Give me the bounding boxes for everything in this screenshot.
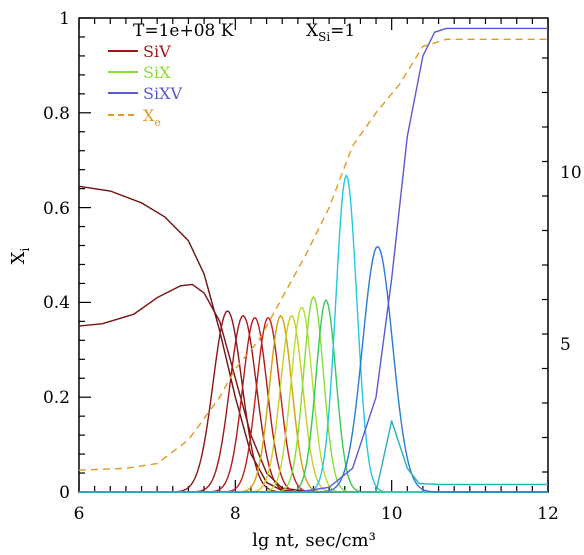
- abundance-value: =1: [330, 21, 355, 41]
- ticks-layer: [78, 17, 549, 493]
- x-tick-labels: 6 8 10 12: [74, 504, 559, 524]
- y-tick-label: 0.6: [43, 199, 70, 219]
- x-axis-label: lg nt, sec/cm³: [252, 530, 376, 551]
- svg-text:Xi: Xi: [8, 248, 32, 265]
- y-tick-label: 0.8: [43, 104, 70, 124]
- x-tick-label: 12: [537, 504, 559, 524]
- y-tick-label: 0: [59, 483, 70, 503]
- series-line-12: [79, 245, 548, 493]
- series-line-11: [79, 174, 548, 493]
- legend: SiV SiX SiXV Xe: [108, 42, 182, 129]
- series-line-14: [79, 420, 548, 493]
- abundance-annotation: XSi=1: [306, 21, 355, 44]
- temperature-annotation: T=1e+08 K: [133, 21, 234, 41]
- x-tick-label: 6: [74, 504, 85, 524]
- legend-label-3-main: X: [143, 106, 155, 125]
- right-axis-label-5: 5: [560, 335, 571, 355]
- right-axis-label-10: 10: [560, 163, 582, 183]
- y-axis-label-main: X: [8, 251, 29, 264]
- legend-label-3: Xe: [143, 106, 161, 129]
- y-axis-label-sub: i: [18, 248, 32, 252]
- abundance-main: X: [306, 21, 319, 41]
- y-tick-label: 0.2: [43, 388, 70, 408]
- y-axis-label: Xi: [8, 248, 32, 265]
- y-tick-label: 1: [59, 9, 70, 29]
- series-line-15: [78, 38, 548, 471]
- y-tick-label: 0.4: [43, 293, 70, 313]
- series-line-1: [78, 283, 548, 493]
- legend-label-3-sub: e: [154, 116, 161, 129]
- legend-label-0: SiV: [143, 42, 171, 61]
- series-line-0: [78, 185, 548, 493]
- x-tick-label: 10: [381, 504, 403, 524]
- legend-label-1: SiX: [143, 63, 171, 82]
- series-line-13: [79, 27, 548, 493]
- abundance-sub: Si: [318, 30, 330, 44]
- y-tick-labels: 0 0.2 0.4 0.6 0.8 1: [43, 9, 70, 503]
- curves-layer: [78, 27, 548, 493]
- legend-label-2: SiXV: [143, 84, 182, 103]
- x-tick-label: 8: [230, 504, 241, 524]
